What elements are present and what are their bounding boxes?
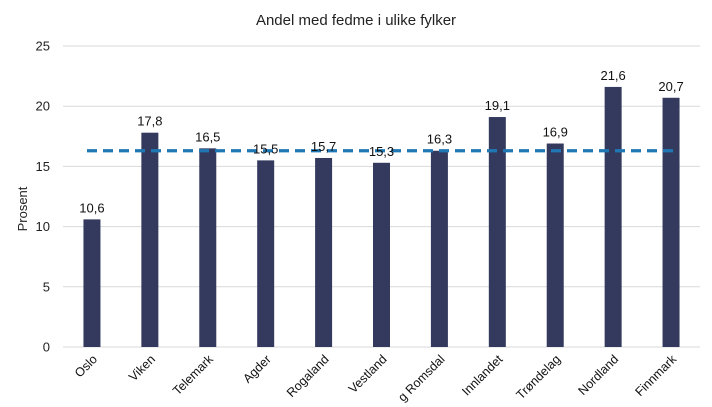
data-label: 15,3: [369, 144, 394, 159]
data-label: 15,7: [311, 139, 336, 154]
x-tick-label: Nordland: [575, 352, 621, 398]
y-tick-label: 25: [36, 39, 50, 54]
x-tick-label: Oslo: [72, 352, 100, 380]
x-axis-ticks: Oslo Viken Telemark Agder Rogaland Vestland g …: [72, 352, 680, 405]
x-tick-label: Finnmark: [632, 352, 679, 399]
bar: [373, 162, 390, 347]
data-label: 16,5: [195, 129, 220, 144]
bar: [141, 132, 159, 347]
bar: [83, 219, 101, 347]
chart-title: Andel med fedme i ulike fylker: [256, 12, 456, 29]
y-axis-ticks: 0 5 10 15 20 25: [36, 39, 50, 355]
x-tick-label: Telemark: [170, 352, 216, 398]
y-tick-label: 20: [36, 99, 50, 114]
data-label: 20,7: [658, 79, 683, 94]
y-tick-label: 15: [36, 159, 50, 174]
data-label: 10,6: [79, 200, 104, 215]
x-tick-label: Innlandet: [459, 352, 506, 399]
data-label: 16,9: [543, 125, 568, 140]
bar: [199, 148, 217, 347]
y-axis-label: Prosent: [15, 186, 30, 231]
x-tick-label: Rogaland: [284, 352, 332, 400]
data-label: 16,3: [427, 132, 452, 147]
x-tick-label: Trøndelag: [513, 352, 563, 402]
data-labels: 10,6 17,8 16,5 15,5 15,7 15,3 16,3 19,1 16,9 21,6…: [79, 68, 683, 215]
data-label: 15,5: [253, 141, 278, 156]
y-tick-label: 0: [43, 340, 50, 355]
bar: [430, 150, 448, 347]
x-tick-label: g Romsdal: [395, 352, 447, 404]
bars: [83, 86, 680, 347]
data-label: 17,8: [137, 114, 162, 129]
bar: [546, 143, 564, 347]
data-label: 19,1: [485, 98, 510, 113]
x-tick-label: Agder: [240, 352, 273, 385]
data-label: 21,6: [600, 68, 625, 83]
bar: [488, 117, 506, 347]
bar: [604, 86, 622, 347]
x-tick-label: Vestland: [346, 352, 390, 396]
y-tick-label: 10: [36, 219, 50, 234]
x-tick-label: Viken: [126, 352, 158, 384]
bar: [257, 160, 275, 347]
y-tick-label: 5: [43, 279, 50, 294]
bar: [662, 97, 680, 347]
bar: [315, 157, 333, 347]
